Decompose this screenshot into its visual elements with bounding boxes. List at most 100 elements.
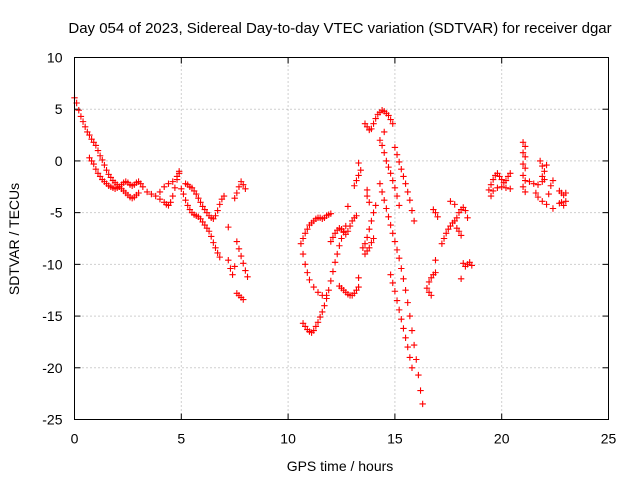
data-point bbox=[321, 302, 328, 309]
data-point bbox=[387, 271, 394, 278]
data-point bbox=[451, 201, 458, 208]
data-point bbox=[240, 181, 247, 188]
data-point bbox=[90, 160, 97, 168]
data-point bbox=[366, 199, 373, 206]
data-point bbox=[237, 252, 245, 260]
data-point bbox=[541, 168, 548, 175]
data-point bbox=[462, 207, 469, 214]
series-arc-c bbox=[143, 168, 183, 209]
data-point bbox=[301, 261, 309, 268]
data-point bbox=[404, 188, 411, 196]
data-point bbox=[355, 283, 362, 291]
data-point bbox=[391, 184, 399, 192]
data-point bbox=[487, 181, 495, 188]
data-point bbox=[428, 292, 435, 299]
data-point bbox=[101, 161, 108, 169]
x-tick-label: 0 bbox=[71, 431, 79, 447]
y-tick-label: 0 bbox=[55, 153, 63, 169]
series-arc-a bbox=[71, 94, 142, 202]
data-point bbox=[165, 180, 172, 187]
series-arc-j bbox=[359, 186, 379, 258]
data-point bbox=[329, 234, 337, 241]
data-point bbox=[244, 273, 251, 280]
data-point bbox=[325, 287, 332, 294]
data-point bbox=[370, 120, 377, 127]
data-point bbox=[425, 278, 433, 286]
data-point bbox=[378, 142, 386, 149]
data-point bbox=[406, 354, 414, 361]
series-arc-n bbox=[423, 206, 441, 299]
data-point bbox=[381, 197, 388, 204]
data-point bbox=[539, 198, 546, 205]
data-point bbox=[366, 244, 373, 252]
y-tick-label: -5 bbox=[50, 205, 63, 221]
data-point bbox=[216, 201, 223, 208]
data-point bbox=[161, 183, 168, 190]
data-point bbox=[92, 166, 100, 173]
data-point bbox=[327, 277, 335, 285]
data-point bbox=[225, 257, 232, 264]
data-point bbox=[502, 177, 510, 184]
x-tick-label: 15 bbox=[387, 431, 403, 447]
data-point bbox=[210, 239, 217, 246]
data-point bbox=[532, 189, 540, 197]
data-point bbox=[96, 152, 104, 159]
data-point bbox=[212, 212, 219, 219]
data-point bbox=[205, 228, 213, 235]
data-point bbox=[242, 267, 249, 274]
data-point bbox=[193, 190, 200, 198]
data-point bbox=[231, 263, 238, 270]
data-point bbox=[372, 202, 379, 209]
data-point bbox=[233, 238, 241, 245]
data-point bbox=[370, 209, 377, 216]
data-point bbox=[494, 184, 501, 192]
data-point bbox=[539, 162, 546, 170]
data-point bbox=[173, 173, 181, 180]
data-point bbox=[519, 149, 527, 156]
data-point bbox=[457, 232, 465, 239]
data-point bbox=[464, 214, 471, 222]
data-point bbox=[385, 163, 392, 171]
data-point bbox=[77, 113, 85, 120]
data-point bbox=[408, 207, 416, 214]
data-point bbox=[344, 203, 352, 210]
data-point bbox=[404, 343, 411, 351]
data-point bbox=[442, 230, 450, 237]
data-point bbox=[489, 187, 497, 195]
data-point bbox=[393, 151, 401, 158]
data-point bbox=[395, 306, 403, 314]
data-point bbox=[498, 183, 505, 190]
data-point bbox=[376, 137, 384, 144]
data-point bbox=[408, 364, 416, 371]
data-point bbox=[547, 182, 555, 189]
data-point bbox=[180, 190, 187, 198]
y-tick-label: -10 bbox=[42, 256, 62, 272]
data-point bbox=[323, 292, 330, 299]
data-point bbox=[327, 238, 335, 245]
data-point bbox=[156, 195, 164, 203]
data-point bbox=[378, 188, 386, 196]
data-point bbox=[229, 271, 236, 278]
data-point bbox=[319, 308, 326, 316]
data-point bbox=[410, 217, 418, 225]
data-point bbox=[400, 325, 407, 332]
data-point bbox=[402, 287, 409, 294]
data-point bbox=[521, 177, 529, 184]
data-point bbox=[310, 327, 317, 334]
axis-ticks: 0 5 10 15 20 25 10 5 0 -5 -10 -15 -20 -25 bbox=[42, 50, 616, 447]
data-point bbox=[440, 235, 448, 242]
data-point bbox=[135, 189, 142, 197]
y-tick-label: 5 bbox=[55, 101, 63, 117]
series-arc-q bbox=[519, 139, 557, 212]
data-point bbox=[372, 115, 379, 122]
data-point bbox=[406, 312, 414, 320]
data-point bbox=[304, 225, 311, 233]
data-point bbox=[167, 199, 174, 206]
data-point bbox=[178, 185, 185, 193]
data-point bbox=[148, 190, 155, 198]
data-point bbox=[310, 283, 317, 291]
data-point bbox=[366, 225, 373, 233]
data-point bbox=[225, 223, 232, 231]
data-point bbox=[489, 176, 497, 183]
data-point bbox=[329, 268, 337, 275]
